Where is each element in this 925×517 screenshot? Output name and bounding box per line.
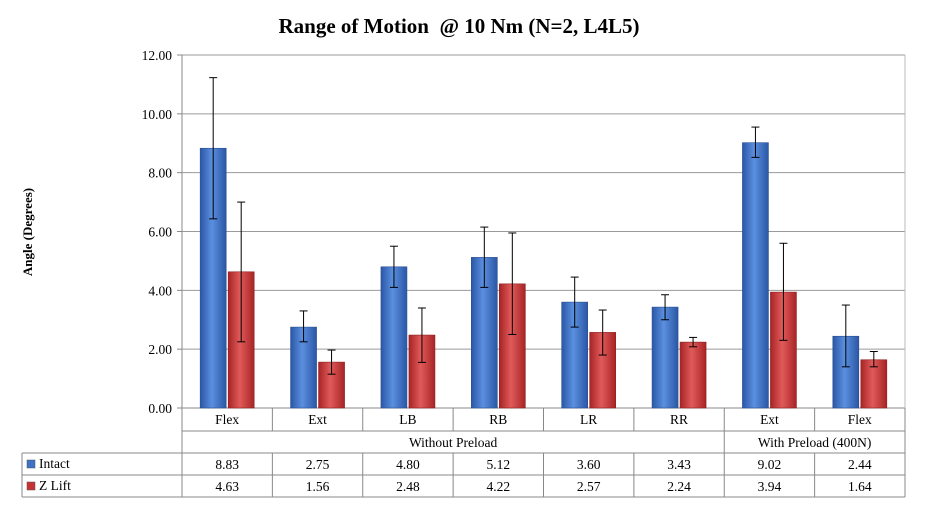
- table-cell: 2.48: [396, 479, 420, 494]
- bar-intact: [199, 147, 227, 409]
- table-cell: 2.44: [848, 457, 872, 472]
- table-cell: 5.12: [487, 457, 511, 472]
- bar-z-lift: [679, 341, 707, 409]
- y-tick-label: 6.00: [148, 225, 172, 240]
- y-tick-label: 10.00: [142, 107, 173, 122]
- table-cell: 1.56: [306, 479, 330, 494]
- table-cell: 4.80: [396, 457, 420, 472]
- table-cell: 3.43: [667, 457, 691, 472]
- legend-label: Z Lift: [39, 478, 71, 493]
- y-axis-label: Angle (Degrees): [20, 188, 35, 276]
- y-tick-labels: 0.00 2.00 4.00 6.00 8.00 10.00 12.00: [142, 48, 173, 416]
- chart-title: Range of Motion @ 10 Nm (N=2, L4L5): [278, 14, 639, 38]
- error-bars: [209, 77, 878, 375]
- legend-swatch-intact: [26, 459, 36, 469]
- bars: [199, 142, 888, 409]
- legend-swatch-z-lift: [26, 481, 36, 491]
- bar-intact: [380, 266, 408, 409]
- y-tick-label: 2.00: [148, 342, 172, 357]
- y-tick-label: 12.00: [142, 48, 173, 63]
- x-tick-label: Ext: [308, 412, 327, 427]
- bar-intact: [742, 142, 769, 409]
- table-cell: 1.64: [848, 479, 872, 494]
- table-cell: 9.02: [758, 457, 782, 472]
- group-label: Without Preload: [409, 435, 498, 450]
- y-tick-label: 4.00: [148, 283, 172, 298]
- x-tick-label: RB: [489, 412, 507, 427]
- y-tick-label: 8.00: [148, 166, 172, 181]
- table-cell: 3.94: [758, 479, 782, 494]
- x-tick-label: LR: [580, 412, 597, 427]
- table-cell: 4.22: [487, 479, 511, 494]
- group-label: With Preload (400N): [758, 435, 871, 450]
- bar-z-lift: [860, 359, 888, 409]
- y-tick-label: 0.00: [148, 401, 172, 416]
- table-cell: 2.24: [667, 479, 691, 494]
- table-cell: 8.83: [215, 457, 239, 472]
- bar-intact: [651, 306, 679, 409]
- legend-label: Intact: [39, 456, 70, 471]
- x-tick-label: Flex: [215, 412, 239, 427]
- table-cell: 4.63: [215, 479, 239, 494]
- table-cell: 3.60: [577, 457, 601, 472]
- table-cell: 2.75: [306, 457, 330, 472]
- x-tick-label: Flex: [848, 412, 872, 427]
- table-cell: 2.57: [577, 479, 601, 494]
- x-tick-label: RR: [670, 412, 688, 427]
- data-table: Flex Ext LB RB LR RR Ext Flex Without Preload Wit…: [21, 408, 906, 498]
- x-tick-label: Ext: [760, 412, 779, 427]
- x-tick-label: LB: [399, 412, 416, 427]
